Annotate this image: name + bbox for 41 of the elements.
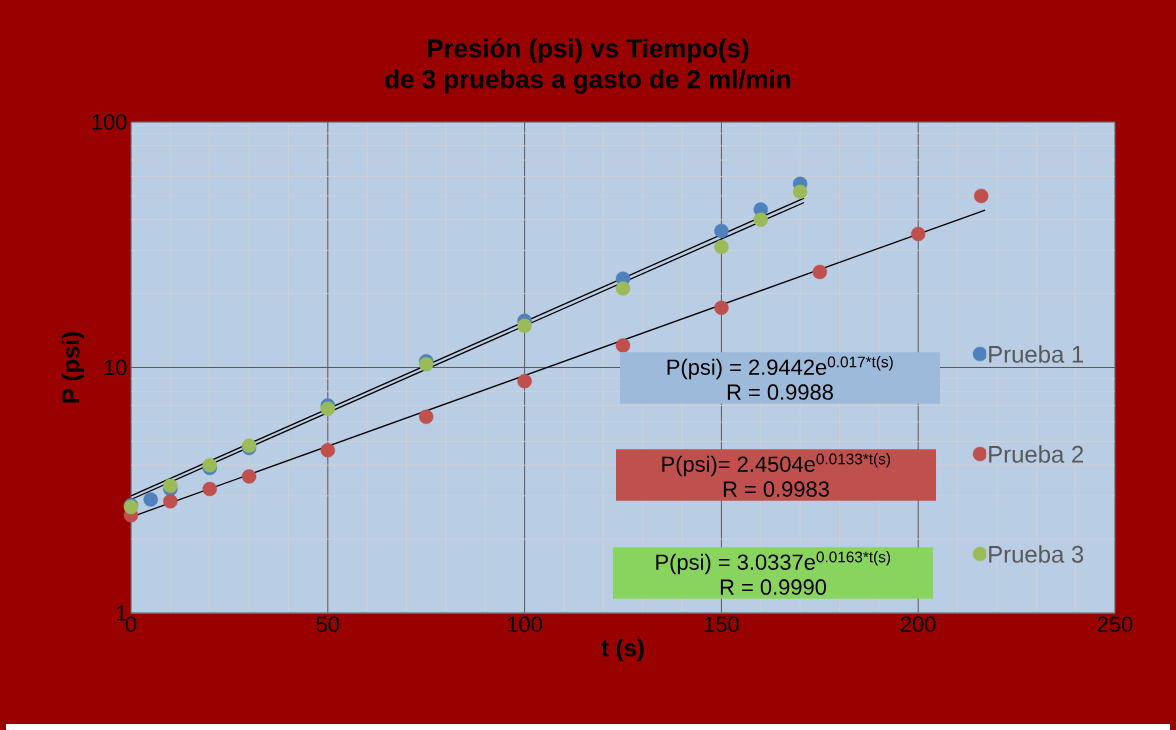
annotation: R = 0.9990 (720, 579, 827, 595)
x-tick-label: 200 (901, 616, 936, 633)
point (163, 478, 178, 493)
point (615, 281, 631, 296)
legend-label: Prueba 3 (989, 545, 1084, 563)
point (517, 318, 532, 333)
point (615, 338, 631, 353)
chart-title: Presión (psi) vs Tiempo(s) (428, 38, 749, 63)
x-tick-label: 50 (316, 616, 340, 633)
annotation: R = 0.9983 (723, 481, 829, 497)
y-tick-label: 100 (92, 114, 127, 130)
x-tick-label: 100 (507, 616, 543, 633)
x-tick-label: 250 (1097, 616, 1133, 633)
point (714, 223, 729, 239)
point (163, 494, 178, 509)
legend-label: Prueba 2 (989, 445, 1084, 463)
point (911, 226, 926, 242)
point (202, 481, 217, 497)
y-tick-label: 10 (104, 359, 127, 376)
point (714, 300, 729, 316)
y-axis-title: P (psi) (61, 332, 85, 403)
annotation: P(psi) = 3.0337e$^{0.0163*t(s)}$ (656, 551, 891, 575)
point (714, 239, 729, 255)
x-tick-label: 0 (125, 616, 137, 633)
point (320, 443, 335, 458)
point (753, 212, 768, 227)
point (517, 373, 532, 389)
y-tick-label: 1 (116, 605, 127, 621)
point (143, 492, 158, 507)
x-axis-title: t (s) (601, 638, 644, 662)
legend-label: Prueba 1 (989, 345, 1084, 363)
annotation: P(psi) = 2.9442e$^{0.017*t(s)}$ (667, 356, 893, 380)
chart-subtitle: de 3 pruebas a gasto de 2 ml/min (385, 69, 791, 94)
point (241, 469, 257, 484)
point (792, 184, 808, 199)
x-tick-label: 150 (704, 616, 739, 633)
point (812, 264, 828, 280)
annotation: R = 0.9988 (727, 384, 833, 400)
point (973, 188, 989, 204)
point (419, 409, 434, 424)
annotation: P(psi)= 2.4504e$^{0.0133*t(s)}$ (662, 453, 890, 477)
